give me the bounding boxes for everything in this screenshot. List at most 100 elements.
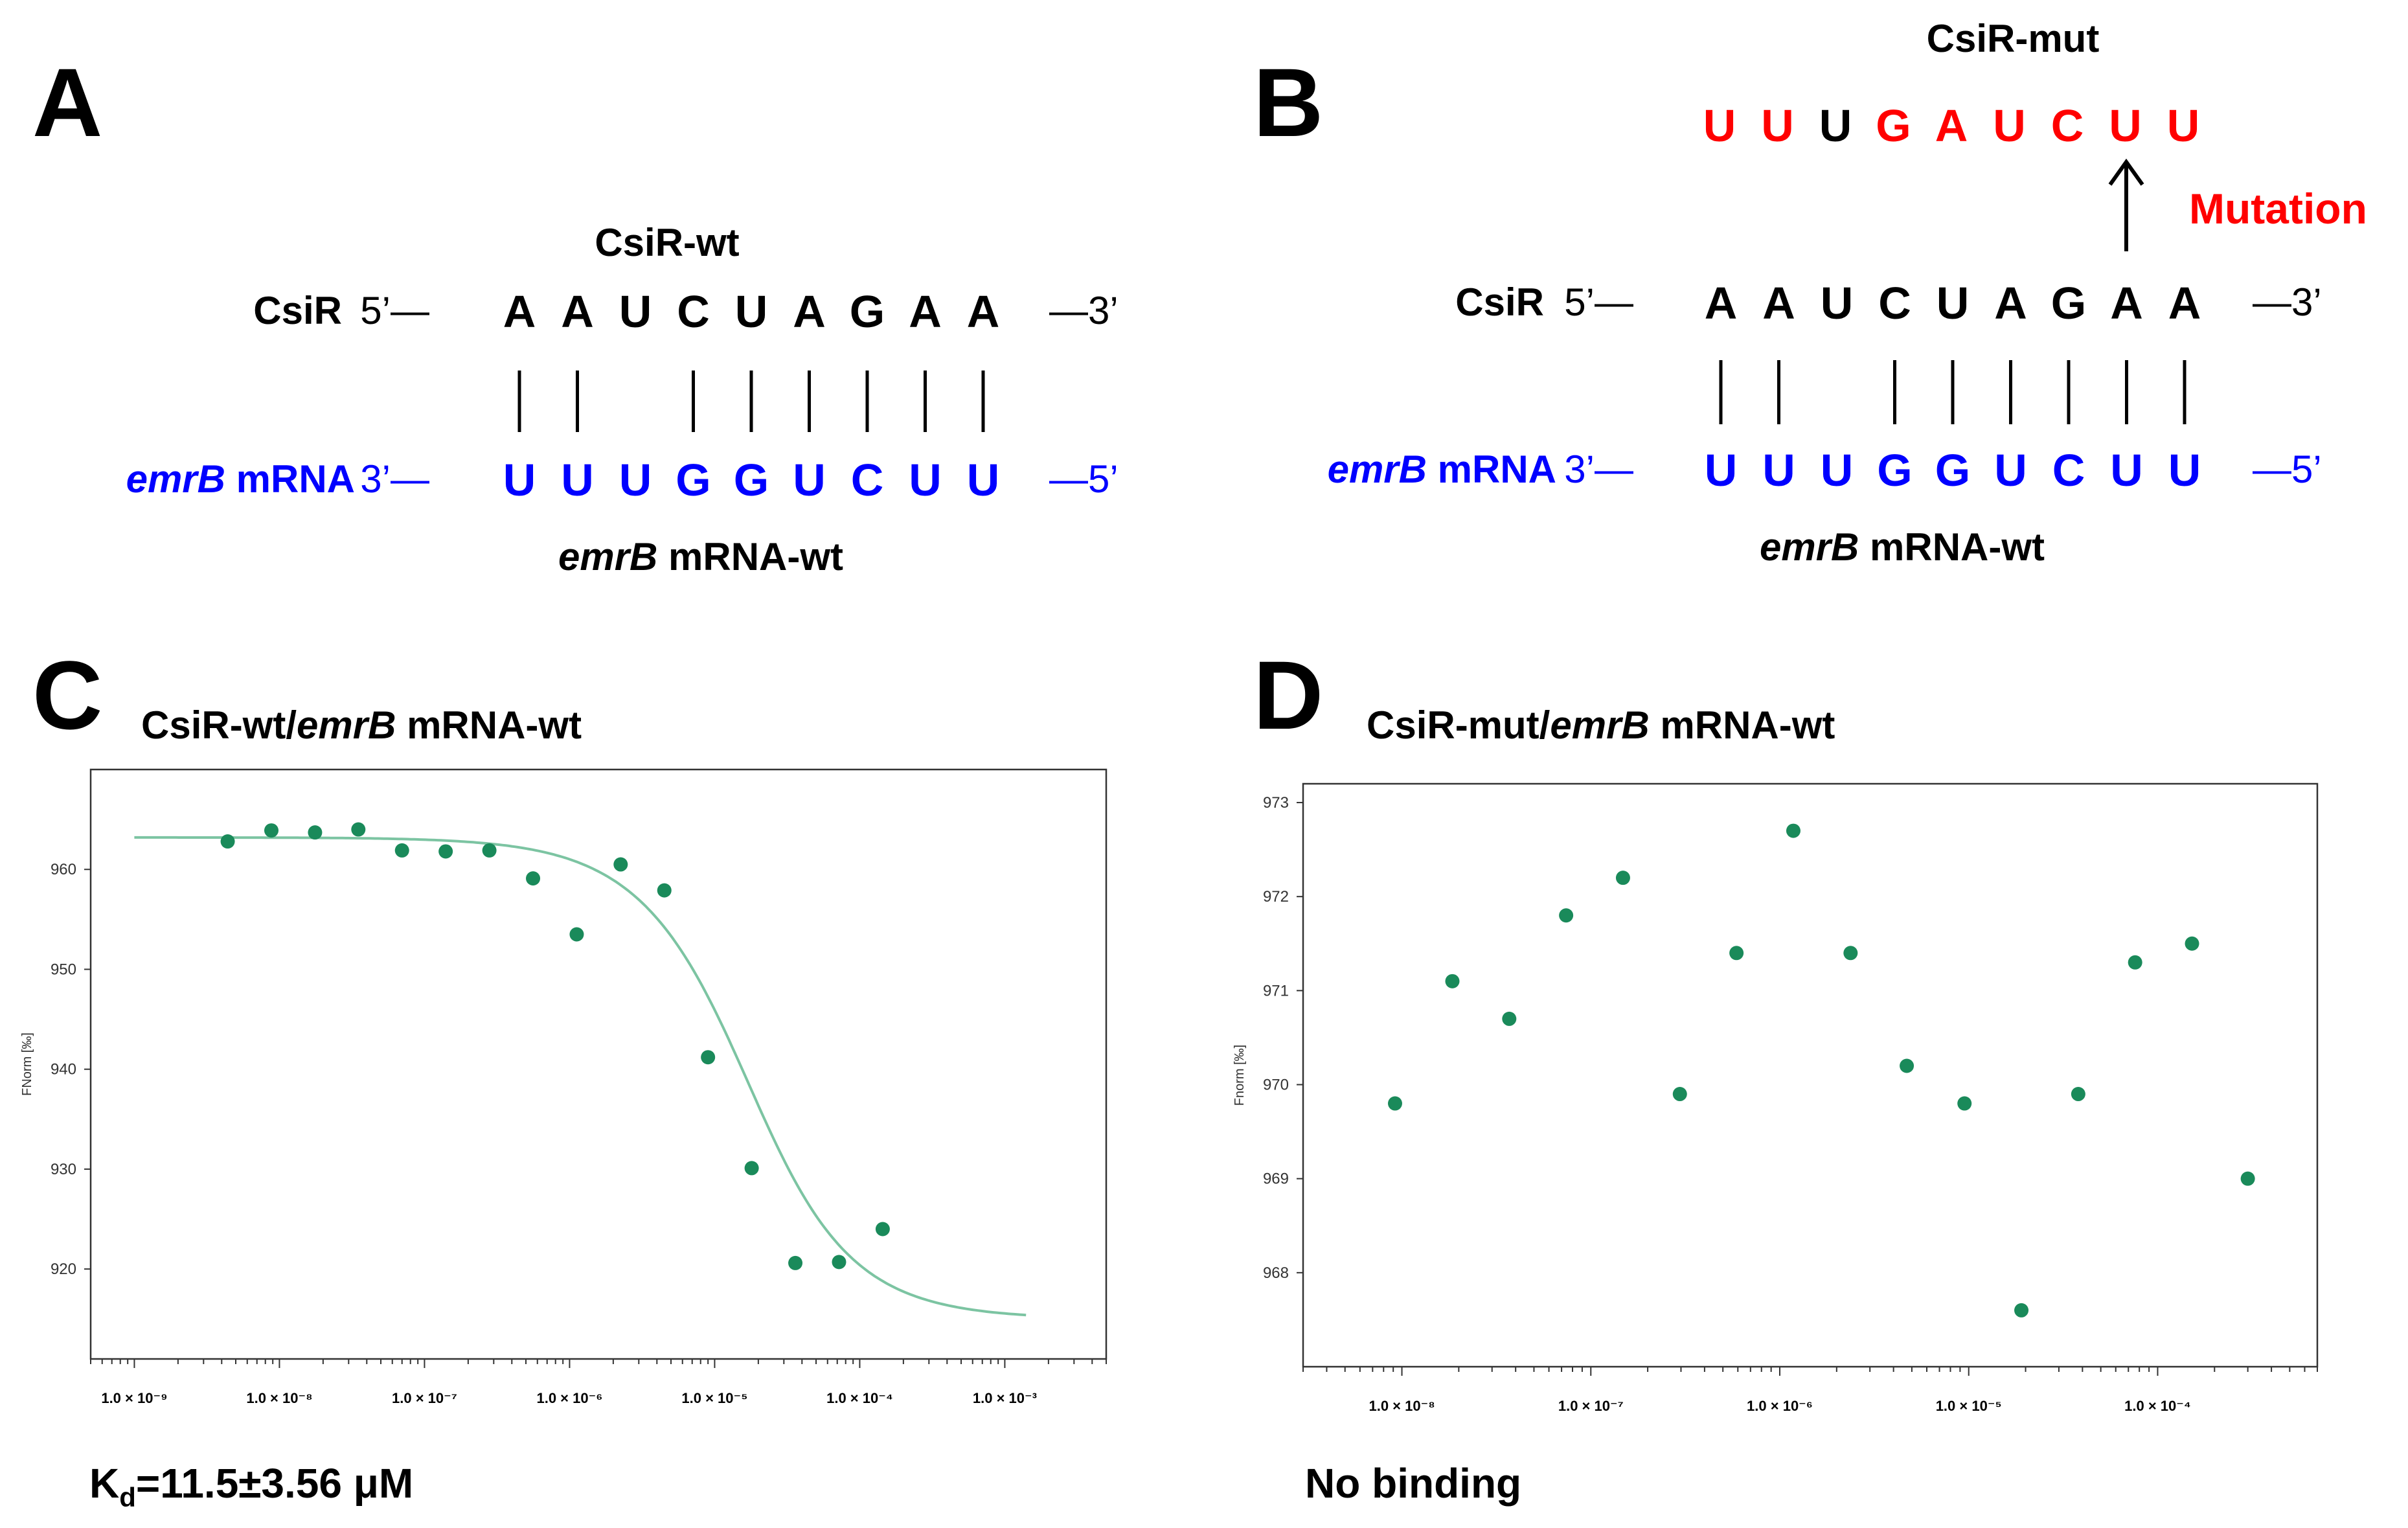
mrna-base: G: [1877, 445, 1912, 496]
panel-letter-b: B: [1253, 48, 1323, 157]
data-point: [788, 1255, 803, 1270]
mrna-base: U: [1705, 445, 1738, 496]
emrb-mrna-suffix: mRNA: [1427, 448, 1556, 491]
mrna-base: U: [503, 455, 536, 505]
csir-mut-base: U: [2167, 100, 2200, 151]
emrb-mrna-label: emrB mRNA: [1328, 448, 1556, 491]
base-pair-lines: [517, 371, 985, 432]
y-tick-label: 940: [51, 1061, 76, 1078]
data-point: [875, 1222, 890, 1237]
emrb-mrna-suffix: mRNA: [225, 457, 355, 501]
data-point: [744, 1161, 759, 1176]
y-tick-label: 968: [1263, 1264, 1289, 1282]
x-tick-label: 1.0 × 10⁻⁹: [101, 1390, 167, 1406]
csir-base: A: [561, 286, 594, 337]
kd-text: =11.5±3.56 μM: [136, 1460, 413, 1507]
csir-base: A: [909, 286, 942, 337]
data-point: [2014, 1303, 2029, 1317]
csir-base: C: [677, 286, 710, 337]
csir-base: G: [850, 286, 885, 337]
y-axis-label: FNorm [‰]: [20, 1032, 34, 1096]
mrna-base: U: [1762, 445, 1795, 496]
emrb-mrna-label: emrB mRNA: [126, 457, 355, 501]
panel-letter-c: C: [32, 641, 102, 749]
data-point: [308, 825, 323, 840]
data-point: [1843, 946, 1858, 961]
csir-base: A: [1705, 278, 1738, 328]
csir-mut-base: U: [1993, 100, 2026, 151]
csir-base: A: [2168, 278, 2201, 328]
x-tick-label: 1.0 × 10⁻⁶: [1747, 1398, 1813, 1414]
chart-title-gene: emrB: [297, 703, 396, 747]
mrna-base: U: [909, 455, 942, 505]
data-point: [1559, 908, 1574, 923]
csir-five-prime: 5’—: [360, 289, 429, 332]
csir-base: A: [967, 286, 1000, 337]
mrna-base: U: [619, 455, 652, 505]
data-point: [1672, 1087, 1687, 1102]
plot-frame: [1302, 782, 2319, 1368]
data-point: [220, 834, 235, 849]
data-point: [2071, 1087, 2085, 1102]
chart-title-prefix: CsiR-mut/: [1367, 703, 1550, 747]
data-point: [569, 927, 584, 942]
csir-base: A: [2110, 278, 2143, 328]
emrb-gene-name: emrB: [1328, 448, 1427, 491]
y-tick-label: 960: [51, 861, 76, 878]
y-tick-label: 972: [1263, 888, 1289, 906]
csir-mut-title: CsiR-mut: [1927, 17, 2100, 60]
csir-mut-base: C: [2051, 100, 2084, 151]
emrb-gene-name: emrB: [558, 535, 657, 578]
mutation-arrow-head: [2108, 158, 2144, 186]
data-point: [1786, 823, 1800, 838]
csir-base: G: [2051, 278, 2086, 328]
data-point: [482, 843, 497, 858]
kd-value: Kd=11.5±3.56 μM: [89, 1460, 413, 1512]
x-tick-label: 1.0 × 10⁻⁸: [1369, 1398, 1435, 1414]
y-tick-label: 920: [51, 1260, 76, 1278]
x-tick-label: 1.0 × 10⁻⁷: [1558, 1398, 1624, 1414]
csir-base: C: [1878, 278, 1911, 328]
emrb-gene-name: emrB: [126, 457, 225, 501]
mrna-base: G: [1935, 445, 1970, 496]
panel-letter-a: A: [32, 48, 102, 157]
mrna-base: U: [1994, 445, 2027, 496]
panel-c: C CsiR-wt/emrB mRNA-wt 920 930 940 950 960 1.…: [20, 641, 1107, 1512]
mrna-base: C: [2052, 445, 2085, 496]
x-tick-label: 1.0 × 10⁻⁵: [681, 1390, 747, 1406]
mst-chart-d: 968 969 970 971 972 973 1.0 × 10⁻⁸ 1.0 × 10⁻⁷ 1.…: [1232, 782, 2319, 1414]
csir-label: CsiR: [253, 289, 342, 332]
csir-base: U: [619, 286, 652, 337]
mrna-base: U: [561, 455, 594, 505]
x-tick-label: 1.0 × 10⁻³: [973, 1390, 1037, 1406]
mrna-base: U: [2168, 445, 2201, 496]
csir-base: U: [1937, 278, 1970, 328]
no-binding-note: No binding: [1305, 1460, 1521, 1507]
x-tick-label: 1.0 × 10⁻⁸: [246, 1390, 312, 1406]
data-point: [526, 871, 541, 886]
panel-letter-d: D: [1253, 641, 1323, 749]
y-tick-label: 971: [1263, 982, 1289, 999]
x-tick-label: 1.0 × 10⁻⁴: [826, 1390, 893, 1406]
base-pair-lines: [1719, 360, 2187, 424]
mst-chart-c: 920 930 940 950 960 1.0 × 10⁻⁹ 1.0 × 10⁻⁸ 1.0 ×…: [20, 768, 1107, 1406]
mutation-label: Mutation: [2189, 185, 2367, 233]
mrna-base: U: [1821, 445, 1854, 496]
fit-curve: [134, 836, 1027, 1317]
x-tick-label: 1.0 × 10⁻⁴: [2124, 1398, 2191, 1414]
data-point: [1387, 1096, 1402, 1111]
csir-mut-base: U: [1819, 100, 1852, 151]
mrna-base: G: [734, 455, 769, 505]
mrna-base: G: [676, 455, 710, 505]
data-point: [1502, 1011, 1517, 1026]
csir-base: U: [735, 286, 768, 337]
y-tick-label: 930: [51, 1161, 76, 1178]
data-point: [264, 823, 278, 838]
